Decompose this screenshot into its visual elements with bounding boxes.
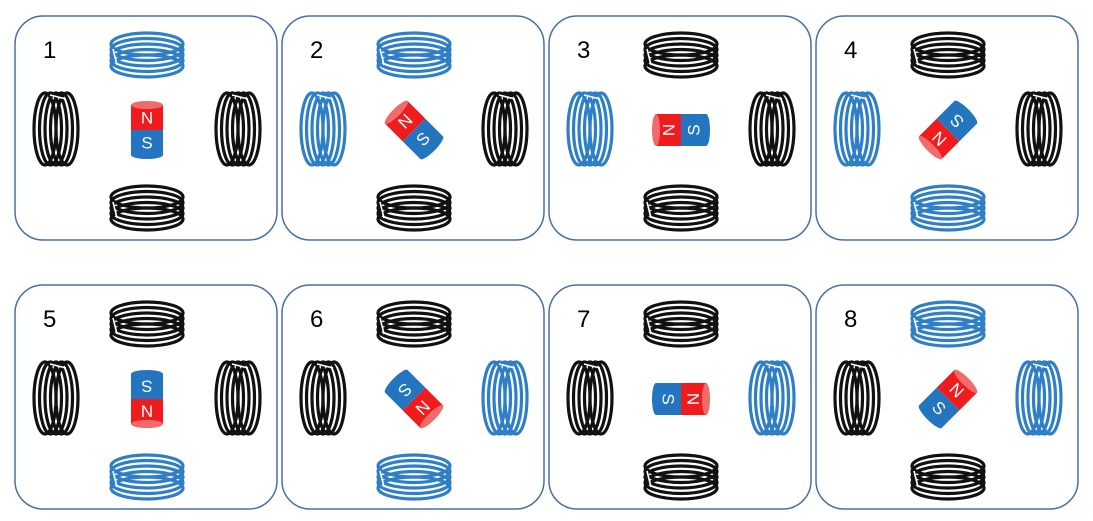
coil-left-energized — [299, 91, 347, 167]
coil-top — [910, 31, 986, 79]
panel-8: 8 NS — [815, 284, 1079, 510]
magnet-north-cap — [420, 405, 444, 429]
panel-4: 4 NS — [815, 15, 1079, 241]
coil-bottom-energized — [376, 453, 452, 501]
coil-bottom — [910, 453, 986, 501]
magnet-south-label: S — [141, 377, 152, 396]
bar-magnet: NS — [384, 369, 444, 429]
magnet-north-cap — [384, 100, 408, 124]
coil-right — [481, 91, 529, 167]
magnet-north-pole — [656, 114, 681, 146]
coil-top — [109, 300, 185, 348]
coil-bottom-energized — [109, 453, 185, 501]
magnet-north-cap — [131, 101, 163, 109]
coil-top-energized — [910, 300, 986, 348]
panel-number: 1 — [43, 37, 56, 64]
coil-left — [833, 360, 881, 436]
bar-magnet: NS — [384, 100, 444, 160]
coil-right — [1015, 91, 1063, 167]
magnet-south-pole — [919, 387, 960, 428]
magnet-south-pole — [385, 370, 426, 411]
magnet-north-pole — [402, 387, 443, 428]
coil-right — [748, 91, 796, 167]
coil-right-energized — [481, 360, 529, 436]
bar-magnet: NS — [918, 369, 978, 429]
panel-7: 7 NS — [548, 284, 812, 510]
magnet-north-pole — [681, 383, 706, 415]
coil-left — [299, 360, 347, 436]
bar-magnet: NS — [652, 383, 710, 415]
coil-left-energized — [566, 91, 614, 167]
coil-bottom — [109, 184, 185, 232]
bar-magnet: NS — [918, 100, 978, 160]
magnet-north-cap — [652, 114, 660, 146]
coil-bottom — [376, 184, 452, 232]
panel-1: 1 NS — [14, 15, 278, 241]
panel-3: 3 N S — [548, 15, 812, 241]
magnet-north-pole — [131, 399, 163, 424]
coil-top — [643, 31, 719, 79]
coil-bottom-energized — [910, 184, 986, 232]
magnet-south-pole — [131, 374, 163, 399]
magnet-north-label: N — [141, 109, 153, 128]
magnet-south-label: S — [685, 124, 704, 135]
coil-right-energized — [748, 360, 796, 436]
magnet-north-pole — [131, 105, 163, 130]
panel-number: 5 — [43, 306, 56, 333]
magnet-south-pole — [131, 130, 163, 155]
coil-top — [643, 300, 719, 348]
coil-left — [32, 360, 80, 436]
magnet-south-pole — [402, 118, 443, 159]
panel-number: 7 — [577, 306, 590, 333]
bar-magnet: NS — [131, 101, 163, 159]
magnet-north-cap — [702, 383, 710, 415]
coil-top-energized — [376, 31, 452, 79]
panel-5: 5 NS — [14, 284, 278, 510]
coil-right — [214, 360, 262, 436]
magnet-north-label: N — [141, 402, 153, 421]
magnet-north-pole — [385, 101, 426, 142]
coil-bottom — [643, 453, 719, 501]
coil-left — [32, 91, 80, 167]
magnet-south-label: S — [141, 134, 152, 153]
coil-right-energized — [1015, 360, 1063, 436]
panel-number: 8 — [844, 306, 857, 333]
magnet-north-label: N — [660, 124, 679, 136]
panel-number: 2 — [310, 37, 323, 64]
panel-number: 6 — [310, 306, 323, 333]
coil-top — [376, 300, 452, 348]
coil-right — [214, 91, 262, 167]
coil-left — [566, 360, 614, 436]
coil-bottom — [643, 184, 719, 232]
panel-6: 6 NS — [281, 284, 545, 510]
bar-magnet: NS — [131, 370, 163, 428]
panel-number: 3 — [577, 37, 590, 64]
coil-left-energized — [833, 91, 881, 167]
magnet-north-cap — [954, 369, 978, 393]
magnet-north-cap — [918, 136, 942, 160]
magnet-north-cap — [131, 420, 163, 428]
magnet-south-pole — [656, 383, 681, 415]
magnet-north-pole — [936, 370, 977, 411]
coil-top-energized — [109, 31, 185, 79]
magnet-south-pole — [936, 101, 977, 142]
magnet-north-pole — [919, 118, 960, 159]
magnet-north-label: N — [684, 393, 703, 405]
magnet-south-label: S — [659, 393, 678, 404]
panel-2: 2 NS — [281, 15, 545, 241]
panel-number: 4 — [844, 37, 857, 64]
magnet-south-pole — [681, 114, 706, 146]
